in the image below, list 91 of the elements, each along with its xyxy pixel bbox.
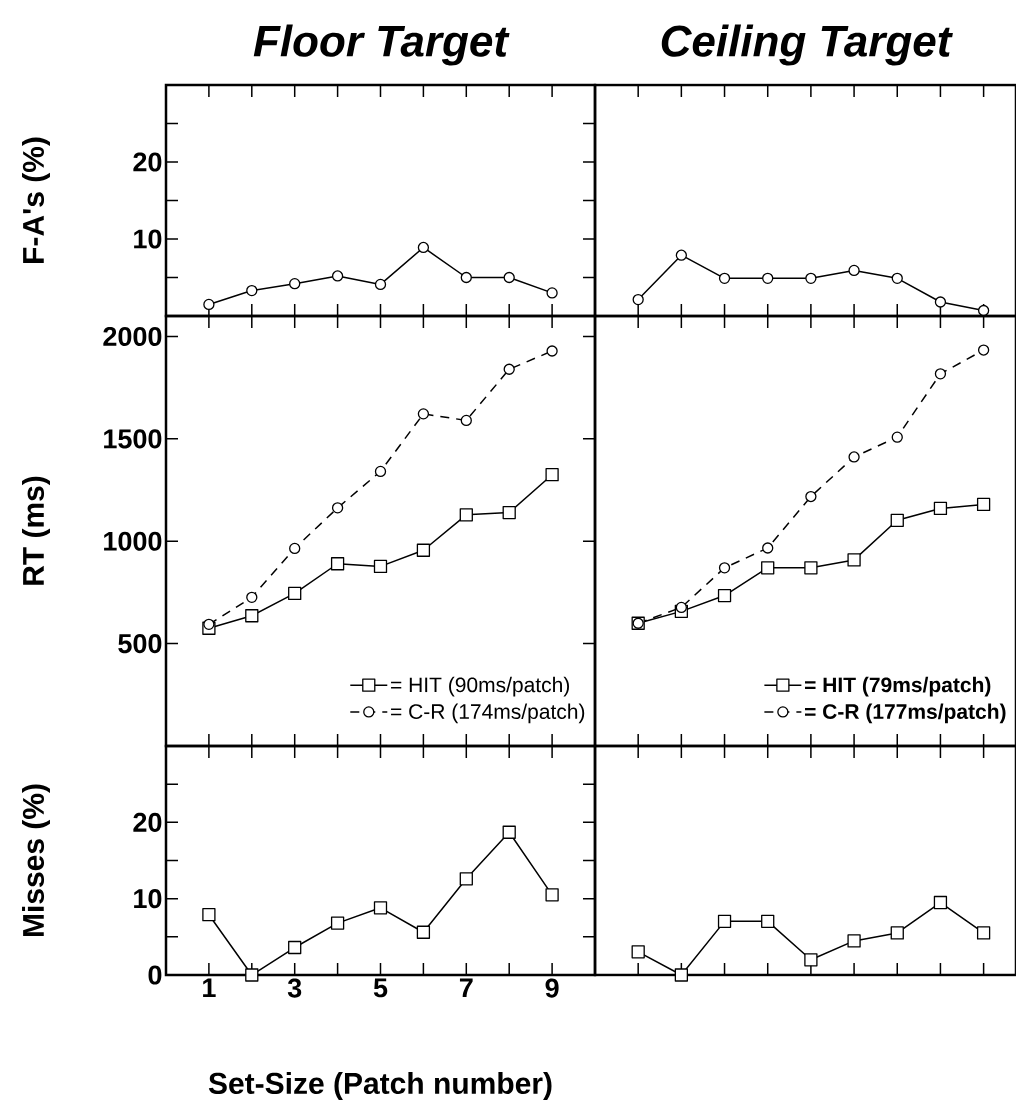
y-tick-label: 1500 (104, 429, 162, 449)
point (718, 562, 731, 574)
point (674, 968, 689, 982)
x-tick-label: 9 (545, 978, 559, 998)
point (761, 914, 775, 929)
point (416, 925, 431, 939)
point (460, 414, 472, 427)
point (675, 249, 688, 261)
point (374, 278, 387, 291)
point (546, 287, 558, 299)
y-axis-title: Misses (%) (22, 784, 50, 937)
point (416, 543, 431, 557)
point (545, 468, 559, 482)
point (891, 272, 903, 284)
point (417, 241, 430, 254)
y-tick-label: 500 (118, 634, 162, 654)
point (288, 940, 302, 955)
point (762, 542, 774, 554)
legend-label: = C-R (177ms/patch) (805, 703, 1006, 724)
point (804, 953, 818, 967)
y-tick-label: 2000 (103, 326, 162, 347)
y-tick-label: 20 (133, 152, 162, 172)
point (976, 497, 991, 512)
point (289, 542, 301, 555)
point (632, 293, 644, 306)
point (891, 431, 903, 443)
x-tick-label: 7 (459, 978, 473, 998)
legend-label: = HIT (90ms/patch) (391, 676, 570, 697)
chart-title: Floor Target (253, 24, 510, 66)
point (717, 914, 732, 929)
point (245, 609, 259, 623)
point (805, 490, 817, 503)
point (503, 363, 515, 375)
point (289, 278, 301, 290)
point (546, 345, 558, 357)
point (631, 945, 645, 959)
x-tick-label: 3 (287, 978, 302, 998)
point (373, 559, 388, 574)
point (761, 561, 775, 575)
y-axis-title: F-A's (%) (22, 137, 50, 263)
point (847, 934, 861, 948)
y-tick-label: 20 (133, 812, 162, 832)
x-tick-label: 5 (373, 978, 388, 998)
y-axis-title: RT (ms) (22, 476, 50, 585)
point (847, 553, 861, 567)
point (246, 591, 258, 603)
point (717, 588, 732, 603)
point (503, 271, 515, 284)
point (331, 270, 344, 282)
point (246, 284, 258, 297)
point (718, 272, 731, 284)
point (890, 926, 904, 940)
y-tick-label: 10 (134, 889, 162, 909)
legend-label: = C-R (174ms/patch) (391, 703, 585, 724)
legend-label: = HIT (79ms/patch) (805, 676, 991, 697)
y-tick-label: 0 (148, 965, 162, 985)
point (848, 451, 860, 463)
point (373, 901, 388, 915)
point (933, 501, 948, 516)
point (675, 601, 688, 614)
x-axis-title: Set-Size (Patch number) (208, 1072, 552, 1100)
y-tick-label: 1000 (104, 531, 162, 551)
point (848, 264, 860, 277)
point (374, 465, 387, 478)
point (459, 508, 473, 522)
point (331, 502, 344, 514)
chart-title: Ceiling Target (661, 24, 953, 66)
point (934, 368, 947, 380)
point (934, 296, 947, 308)
point (933, 895, 948, 910)
point (805, 272, 817, 284)
point (545, 888, 559, 902)
point (330, 557, 345, 571)
point (460, 271, 472, 284)
point (890, 513, 904, 527)
point (245, 968, 259, 982)
point (203, 618, 215, 631)
point (804, 561, 818, 575)
y-tick-label: 10 (134, 229, 162, 249)
point (976, 926, 991, 940)
point (977, 344, 990, 356)
point (330, 916, 345, 930)
point (762, 272, 774, 284)
point (203, 298, 215, 311)
point (459, 872, 473, 886)
point (417, 408, 430, 420)
point (502, 505, 516, 520)
point (288, 586, 302, 601)
x-tick-label: 1 (203, 978, 216, 998)
point (502, 825, 516, 839)
point (202, 908, 216, 922)
